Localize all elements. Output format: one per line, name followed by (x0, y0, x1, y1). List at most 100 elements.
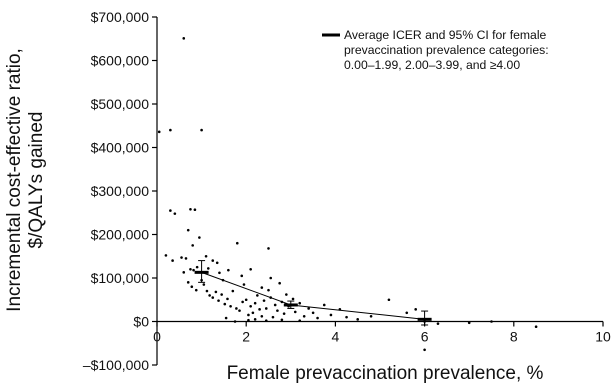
y-axis-title-line-2: $/QALYs gained (26, 112, 47, 249)
data-point (244, 298, 248, 302)
y-tick-label: $200,000 (91, 227, 150, 243)
data-point (235, 241, 239, 245)
data-point (220, 293, 223, 296)
legend: Average ICER and 95% CI for female preva… (322, 28, 549, 72)
data-point (260, 314, 264, 318)
x-axis-title: Female prevaccination prevalence, % (227, 363, 544, 384)
data-point (253, 301, 257, 305)
data-point (169, 209, 172, 212)
x-tick-label: 6 (421, 329, 429, 345)
data-point (184, 257, 188, 260)
x-tick-label: 2 (242, 329, 250, 345)
x-tick-label: 10 (595, 329, 611, 345)
data-point (194, 288, 198, 292)
data-point (267, 288, 270, 292)
data-point (204, 254, 208, 258)
y-ticks: –$100,000 $0 $100,000 $200,000 $300,000 $400,… (83, 9, 157, 373)
data-point (423, 348, 426, 352)
data-point (182, 271, 186, 274)
data-point (298, 301, 302, 305)
x-tick-label: 4 (332, 329, 340, 345)
data-point (251, 311, 255, 315)
data-point (316, 316, 319, 320)
data-point (211, 296, 215, 299)
data-point (186, 281, 190, 284)
data-point (198, 236, 201, 239)
data-point (260, 286, 264, 289)
data-point (202, 283, 206, 286)
data-point (189, 268, 192, 271)
data-point (224, 316, 228, 320)
data-point (226, 297, 229, 301)
legend-line-3: 0.00–1.99, 2.00–3.99, and ≥4.00 (344, 58, 520, 72)
data-point (278, 281, 281, 285)
data-point (169, 128, 172, 132)
data-point (262, 299, 266, 302)
data-point (467, 321, 471, 325)
data-point (249, 268, 252, 271)
data-point (223, 302, 227, 306)
data-point (271, 315, 275, 319)
data-point (241, 300, 244, 304)
x-tick-label: 8 (510, 329, 518, 345)
data-point (267, 247, 270, 250)
data-point (206, 267, 210, 270)
data-point (171, 259, 174, 262)
data-point (253, 318, 257, 321)
data-point (242, 283, 246, 286)
data-point (276, 309, 279, 312)
x-ticks: 0 2 4 6 8 10 (153, 321, 611, 345)
averages-layer (194, 260, 432, 326)
data-point (238, 309, 241, 312)
data-point (329, 313, 333, 317)
data-point (193, 208, 197, 212)
y-axis-title: Incremental cost-effective ratio, $/QALY… (4, 48, 47, 312)
x-tick-label: 0 (153, 329, 161, 345)
data-point (186, 228, 190, 232)
data-point (157, 130, 161, 134)
data-point (180, 256, 183, 259)
data-point (345, 315, 348, 319)
y-tick-label: $300,000 (91, 183, 150, 199)
data-point (227, 268, 230, 272)
data-point (436, 322, 440, 325)
data-point (405, 311, 409, 315)
data-point (208, 294, 211, 297)
data-point (240, 274, 244, 278)
data-point (211, 259, 215, 262)
y-tick-label: $600,000 (91, 53, 150, 69)
data-point (264, 307, 268, 310)
data-point (356, 318, 360, 321)
data-point (256, 294, 259, 297)
data-point (291, 297, 295, 301)
data-point (191, 244, 194, 247)
data-point (190, 285, 194, 289)
data-point (173, 212, 177, 215)
data-point (414, 308, 417, 311)
data-point (282, 312, 286, 315)
data-point (293, 310, 297, 314)
legend-line-1: Average ICER and 95% CI for female (344, 28, 547, 42)
data-point (218, 271, 221, 275)
legend-line-2: prevaccination prevalence categories: (344, 43, 549, 57)
data-point (258, 308, 261, 311)
data-point (302, 314, 306, 318)
data-point (205, 289, 209, 293)
data-point (280, 318, 284, 322)
data-point (164, 254, 168, 257)
data-point (322, 303, 326, 307)
data-point (195, 265, 199, 269)
data-point (217, 299, 220, 302)
data-point (214, 290, 218, 294)
y-tick-label: $400,000 (91, 140, 150, 156)
data-point (231, 289, 235, 293)
data-point (369, 314, 373, 318)
data-point (192, 268, 195, 272)
data-point (269, 276, 273, 280)
y-axis-title-line-1: Incremental cost-effective ratio, (4, 48, 25, 312)
data-point (311, 311, 315, 315)
data-point (387, 298, 391, 302)
points-layer (157, 37, 538, 352)
